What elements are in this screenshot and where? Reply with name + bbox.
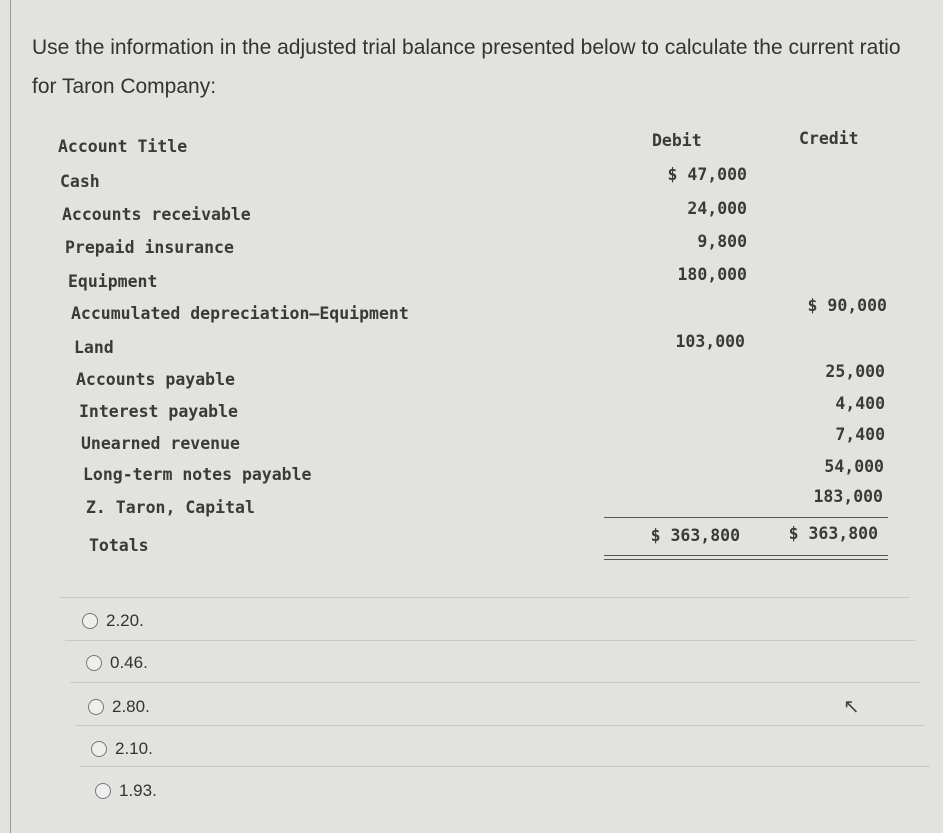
divider bbox=[80, 766, 930, 767]
option-0-46[interactable]: 0.46. bbox=[86, 653, 148, 673]
account-title: Interest payable bbox=[79, 402, 238, 421]
double-rule-bottom bbox=[604, 559, 888, 560]
credit-value: $ 90,000 bbox=[807, 296, 887, 315]
credit-value: 25,000 bbox=[825, 362, 885, 381]
option-2-80[interactable]: 2.80. bbox=[88, 697, 150, 717]
debit-value: 180,000 bbox=[677, 265, 747, 284]
header-debit: Debit bbox=[652, 131, 702, 150]
radio-button[interactable] bbox=[88, 699, 104, 715]
option-label: 1.93. bbox=[119, 781, 157, 800]
account-title: Equipment bbox=[68, 272, 158, 291]
option-1-93[interactable]: 1.93. bbox=[95, 781, 157, 801]
debit-value: $ 47,000 bbox=[667, 165, 747, 184]
option-2-20[interactable]: 2.20. bbox=[82, 611, 144, 631]
credit-value: 7,400 bbox=[835, 425, 885, 444]
account-title: Accounts payable bbox=[76, 370, 235, 389]
double-rule-top bbox=[604, 555, 888, 556]
question-text: Use the information in the adjusted tria… bbox=[32, 36, 901, 98]
credit-value: 4,400 bbox=[835, 394, 885, 413]
credit-value: 183,000 bbox=[813, 487, 883, 506]
account-title: Prepaid insurance bbox=[65, 238, 234, 257]
credit-total: $ 363,800 bbox=[788, 524, 878, 543]
account-title: Unearned revenue bbox=[81, 434, 240, 453]
window-edge bbox=[0, 0, 11, 833]
account-title: Accumulated depreciation—Equipment bbox=[71, 304, 409, 323]
account-title: Z. Taron, Capital bbox=[86, 498, 255, 517]
divider bbox=[60, 597, 910, 598]
divider bbox=[65, 640, 915, 641]
credit-value: 54,000 bbox=[824, 457, 884, 476]
debit-total: $ 363,800 bbox=[650, 526, 740, 545]
option-label: 2.20. bbox=[106, 611, 144, 630]
radio-button[interactable] bbox=[91, 741, 107, 757]
debit-value: 103,000 bbox=[675, 332, 745, 351]
divider bbox=[75, 725, 925, 726]
option-label: 2.10. bbox=[115, 739, 153, 758]
mouse-cursor-icon: ↖ bbox=[843, 696, 860, 718]
account-title: Land bbox=[74, 338, 114, 357]
account-title: Long-term notes payable bbox=[83, 465, 312, 484]
subtotal-rule bbox=[604, 517, 888, 518]
radio-button[interactable] bbox=[82, 613, 98, 629]
radio-button[interactable] bbox=[86, 655, 102, 671]
option-label: 2.80. bbox=[112, 697, 150, 716]
option-label: 0.46. bbox=[110, 653, 148, 672]
option-2-10[interactable]: 2.10. bbox=[91, 739, 153, 759]
totals-label: Totals bbox=[89, 536, 149, 555]
account-title: Accounts receivable bbox=[62, 205, 251, 224]
divider bbox=[70, 682, 920, 683]
header-credit: Credit bbox=[799, 129, 859, 148]
debit-value: 24,000 bbox=[687, 199, 747, 218]
account-title: Cash bbox=[60, 172, 100, 191]
header-account: Account Title bbox=[58, 137, 188, 156]
debit-value: 9,800 bbox=[697, 232, 747, 251]
radio-button[interactable] bbox=[95, 783, 111, 799]
